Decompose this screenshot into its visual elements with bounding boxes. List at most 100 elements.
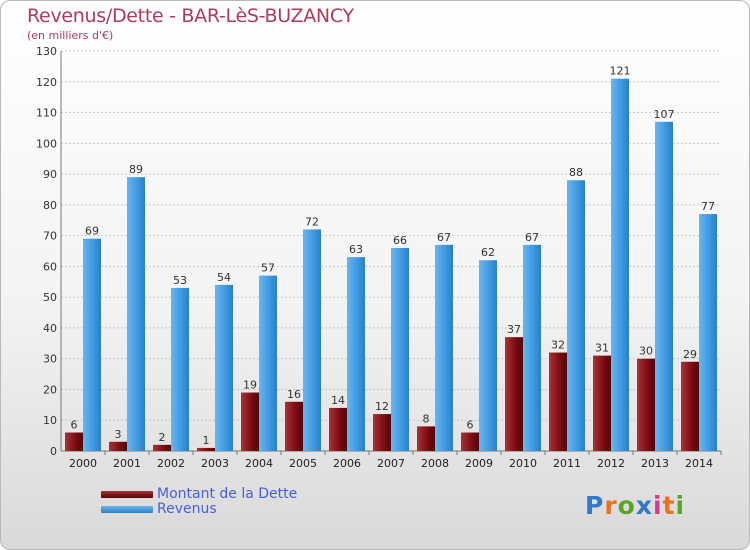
x-tick-label: 2012 xyxy=(597,457,625,470)
bar-revenus xyxy=(611,78,629,451)
bar-dette xyxy=(637,358,655,451)
data-label-revenus: 77 xyxy=(701,200,715,213)
data-label-revenus: 66 xyxy=(393,234,407,247)
y-tick-label: 60 xyxy=(43,260,57,273)
bar-dette xyxy=(153,444,171,451)
x-tick-label: 2003 xyxy=(201,457,229,470)
bar-dette xyxy=(681,361,699,451)
bar-revenus xyxy=(215,284,233,451)
data-label-dette: 16 xyxy=(287,388,301,401)
bar-revenus xyxy=(127,177,145,451)
data-label-revenus: 54 xyxy=(217,271,231,284)
bar-revenus xyxy=(435,244,453,451)
bar-revenus xyxy=(303,229,321,451)
bar-revenus xyxy=(171,287,189,451)
x-tick-label: 2013 xyxy=(641,457,669,470)
y-tick-label: 110 xyxy=(36,107,57,120)
bar-dette xyxy=(549,352,567,451)
logo-letter: P xyxy=(585,491,605,520)
legend-label-revenus: Revenus xyxy=(157,501,217,517)
y-tick-label: 40 xyxy=(43,322,57,335)
y-tick-label: 120 xyxy=(36,76,57,89)
bar-revenus xyxy=(699,214,717,451)
data-label-revenus: 69 xyxy=(85,225,99,238)
data-label-revenus: 57 xyxy=(261,262,275,275)
data-label-revenus: 121 xyxy=(610,65,631,78)
data-label-dette: 1 xyxy=(203,434,210,447)
chart-subtitle: (en milliers d'€) xyxy=(27,29,114,42)
bar-revenus xyxy=(479,260,497,451)
logo-letter: x xyxy=(635,491,653,520)
x-tick-label: 2000 xyxy=(69,457,97,470)
x-tick-label: 2001 xyxy=(113,457,141,470)
x-tick-label: 2006 xyxy=(333,457,361,470)
data-label-dette: 30 xyxy=(639,345,653,358)
y-tick-label: 80 xyxy=(43,199,57,212)
data-label-revenus: 107 xyxy=(654,108,675,121)
proxiti-logo: Proxiti xyxy=(585,491,685,520)
data-label-dette: 12 xyxy=(375,400,389,413)
bar-dette xyxy=(241,392,259,451)
logo-letter: o xyxy=(617,491,636,520)
x-tick-label: 2014 xyxy=(685,457,713,470)
bar-dette xyxy=(461,432,479,451)
data-label-revenus: 88 xyxy=(569,166,583,179)
x-tick-label: 2009 xyxy=(465,457,493,470)
data-label-dette: 19 xyxy=(243,379,257,392)
data-label-revenus: 53 xyxy=(173,274,187,287)
bar-revenus xyxy=(655,121,673,452)
data-label-revenus: 89 xyxy=(129,163,143,176)
data-label-revenus: 72 xyxy=(305,215,319,228)
bar-dette xyxy=(329,407,347,451)
data-label-dette: 14 xyxy=(331,394,345,407)
y-tick-label: 50 xyxy=(43,291,57,304)
y-tick-label: 90 xyxy=(43,168,57,181)
data-label-dette: 3 xyxy=(115,428,122,441)
bar-revenus xyxy=(259,275,277,451)
legend-swatch-dette xyxy=(101,491,153,498)
bar-revenus xyxy=(523,244,541,451)
bar-dette xyxy=(65,432,83,451)
y-tick-label: 0 xyxy=(50,445,57,458)
data-label-dette: 6 xyxy=(71,419,78,432)
y-tick-label: 70 xyxy=(43,230,57,243)
bar-revenus xyxy=(83,238,101,451)
data-label-dette: 29 xyxy=(683,348,697,361)
bar-dette xyxy=(197,447,215,451)
logo-letter: i xyxy=(653,491,663,520)
data-label-revenus: 67 xyxy=(525,231,539,244)
bar-revenus xyxy=(391,247,409,451)
bar-dette xyxy=(109,441,127,451)
logo-letter: i xyxy=(675,491,686,520)
legend-swatch-revenus xyxy=(101,506,153,513)
legend-label-dette: Montant de la Dette xyxy=(157,486,298,502)
data-label-revenus: 67 xyxy=(437,231,451,244)
bar-dette xyxy=(593,355,611,451)
data-label-dette: 32 xyxy=(551,339,565,352)
y-tick-label: 20 xyxy=(43,383,57,396)
data-label-revenus: 62 xyxy=(481,246,495,259)
data-label-dette: 2 xyxy=(159,431,166,444)
bar-dette xyxy=(417,426,435,451)
x-tick-label: 2007 xyxy=(377,457,405,470)
logo-letter: r xyxy=(604,491,618,520)
x-tick-label: 2008 xyxy=(421,457,449,470)
x-tick-label: 2002 xyxy=(157,457,185,470)
data-label-dette: 8 xyxy=(423,412,430,425)
x-tick-label: 2005 xyxy=(289,457,317,470)
bar-dette xyxy=(285,401,303,451)
bar-revenus xyxy=(567,180,585,451)
data-label-dette: 31 xyxy=(595,342,609,355)
y-tick-label: 130 xyxy=(36,45,57,58)
bar-revenus xyxy=(347,257,365,451)
data-label-dette: 6 xyxy=(467,419,474,432)
x-tick-label: 2010 xyxy=(509,457,537,470)
data-label-revenus: 63 xyxy=(349,243,363,256)
data-label-dette: 37 xyxy=(507,323,521,336)
logo-letter: t xyxy=(662,491,676,520)
chart-title: Revenus/Dette - BAR-LèS-BUZANCY xyxy=(27,5,354,27)
x-tick-label: 2011 xyxy=(553,457,581,470)
y-tick-label: 30 xyxy=(43,353,57,366)
